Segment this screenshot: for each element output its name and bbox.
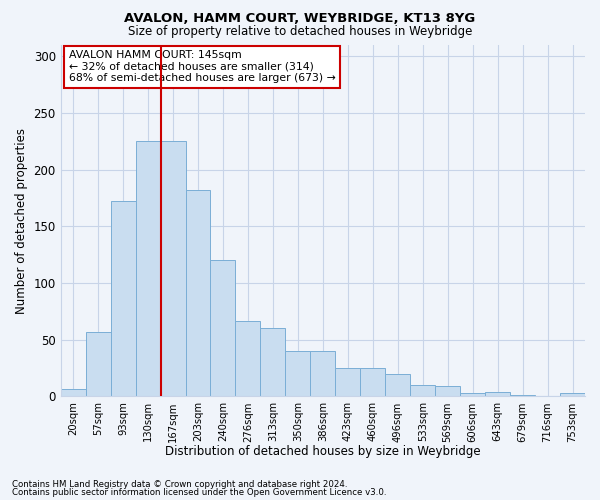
Bar (335, 368, 360, 396)
Bar (185, 190, 211, 396)
Bar (61, 388, 86, 396)
Text: Contains public sector information licensed under the Open Government Licence v3: Contains public sector information licen… (12, 488, 386, 497)
Bar (460, 393, 485, 396)
Bar (86, 332, 110, 396)
Text: Contains HM Land Registry data © Crown copyright and database right 2024.: Contains HM Land Registry data © Crown c… (12, 480, 347, 489)
Text: AVALON HAMM COURT: 145sqm
← 32% of detached houses are smaller (314)
68% of semi: AVALON HAMM COURT: 145sqm ← 32% of detac… (68, 50, 335, 84)
Text: AVALON, HAMM COURT, WEYBRIDGE, KT13 8YG: AVALON, HAMM COURT, WEYBRIDGE, KT13 8YG (124, 12, 476, 26)
Bar (260, 328, 286, 396)
Bar (110, 202, 136, 396)
Bar (286, 351, 310, 397)
Bar (310, 351, 335, 397)
Bar (410, 385, 435, 396)
Y-axis label: Number of detached properties: Number of detached properties (15, 128, 28, 314)
X-axis label: Distribution of detached houses by size in Weybridge: Distribution of detached houses by size … (165, 444, 481, 458)
Bar (360, 368, 385, 396)
Bar (161, 142, 185, 396)
Bar (485, 392, 510, 396)
Bar (235, 320, 260, 396)
Text: Size of property relative to detached houses in Weybridge: Size of property relative to detached ho… (128, 25, 472, 38)
Bar (385, 374, 410, 396)
Bar (211, 260, 235, 396)
Bar (136, 142, 161, 396)
Bar (435, 386, 460, 396)
Bar (560, 393, 585, 396)
